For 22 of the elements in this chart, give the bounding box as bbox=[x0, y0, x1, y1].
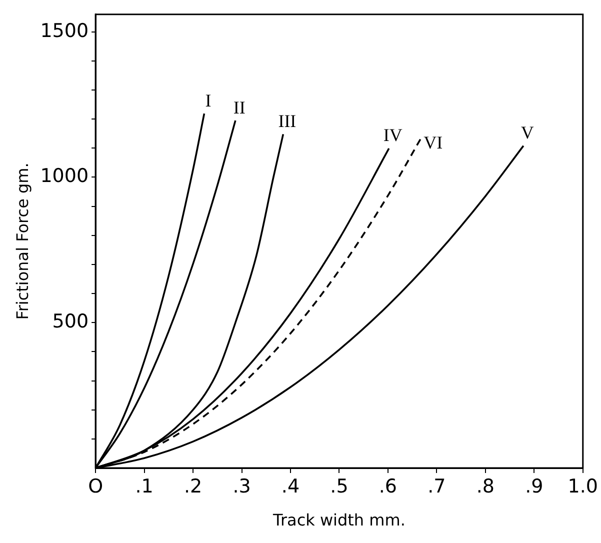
x-tick-label: .9 bbox=[525, 475, 544, 498]
x-axis-title: Track width mm. bbox=[272, 510, 406, 530]
series-label: II bbox=[233, 97, 246, 118]
x-tick-label: .8 bbox=[476, 475, 494, 498]
x-tick-label: .2 bbox=[184, 475, 202, 498]
x-tick-label: .6 bbox=[378, 475, 398, 498]
series-label: I bbox=[205, 90, 212, 110]
series-label: VI bbox=[424, 132, 443, 153]
series-label: V bbox=[520, 122, 534, 143]
x-tick-label: O bbox=[88, 475, 104, 498]
series-label: IV bbox=[383, 125, 402, 146]
x-tick-label: 1.0 bbox=[568, 475, 598, 498]
y-axis-title: Frictional Force gm. bbox=[12, 162, 32, 320]
x-tick-label: .5 bbox=[330, 475, 348, 498]
x-tick-label: .3 bbox=[232, 475, 251, 498]
x-tick-label: .7 bbox=[428, 475, 446, 498]
x-tick-label: .1 bbox=[135, 475, 154, 498]
y-tick-label: 500 bbox=[52, 310, 89, 333]
x-tick-label: .4 bbox=[281, 475, 300, 498]
series-label: III bbox=[278, 110, 296, 131]
y-tick-label: 1000 bbox=[40, 165, 89, 188]
y-tick-label: 1500 bbox=[40, 20, 89, 42]
